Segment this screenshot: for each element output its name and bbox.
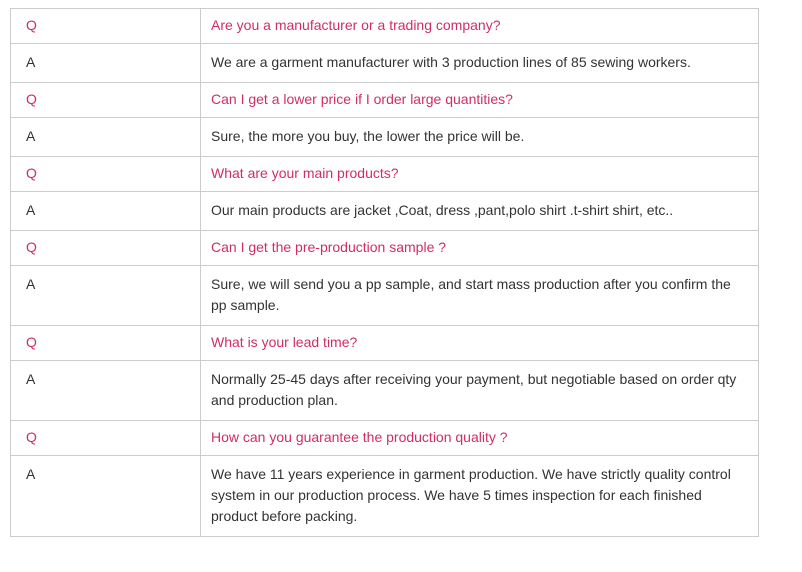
- question-text: What are your main products?: [200, 156, 759, 192]
- question-text: Can I get the pre-production sample ?: [200, 230, 759, 266]
- answer-label: A: [10, 265, 201, 326]
- question-text: How can you guarantee the production qua…: [200, 420, 759, 456]
- question-label: Q: [10, 8, 201, 44]
- answer-text: Sure, we will send you a pp sample, and …: [200, 265, 759, 326]
- answer-text: We are a garment manufacturer with 3 pro…: [200, 43, 759, 83]
- answer-text: Sure, the more you buy, the lower the pr…: [200, 117, 759, 157]
- faq-answer-row: A Sure, the more you buy, the lower the …: [10, 117, 759, 157]
- faq-table: Q Are you a manufacturer or a trading co…: [10, 8, 759, 537]
- answer-label: A: [10, 117, 201, 157]
- question-text: What is your lead time?: [200, 325, 759, 361]
- faq-question-row: Q Can I get a lower price if I order lar…: [10, 82, 759, 118]
- faq-question-row: Q Can I get the pre-production sample ?: [10, 230, 759, 266]
- answer-label: A: [10, 360, 201, 421]
- answer-text: Our main products are jacket ,Coat, dres…: [200, 191, 759, 231]
- faq-question-row: Q What is your lead time?: [10, 325, 759, 361]
- faq-answer-row: A Normally 25-45 days after receiving yo…: [10, 360, 759, 421]
- question-label: Q: [10, 325, 201, 361]
- answer-text: Normally 25-45 days after receiving your…: [200, 360, 759, 421]
- faq-answer-row: A Our main products are jacket ,Coat, dr…: [10, 191, 759, 231]
- question-label: Q: [10, 230, 201, 266]
- faq-question-row: Q What are your main products?: [10, 156, 759, 192]
- question-label: Q: [10, 156, 201, 192]
- question-label: Q: [10, 82, 201, 118]
- answer-label: A: [10, 43, 201, 83]
- faq-answer-row: A We have 11 years experience in garment…: [10, 455, 759, 537]
- faq-question-row: Q How can you guarantee the production q…: [10, 420, 759, 456]
- faq-question-row: Q Are you a manufacturer or a trading co…: [10, 8, 759, 44]
- answer-text: We have 11 years experience in garment p…: [200, 455, 759, 537]
- answer-label: A: [10, 455, 201, 537]
- question-text: Are you a manufacturer or a trading comp…: [200, 8, 759, 44]
- faq-answer-row: A We are a garment manufacturer with 3 p…: [10, 43, 759, 83]
- question-label: Q: [10, 420, 201, 456]
- question-text: Can I get a lower price if I order large…: [200, 82, 759, 118]
- faq-answer-row: A Sure, we will send you a pp sample, an…: [10, 265, 759, 326]
- answer-label: A: [10, 191, 201, 231]
